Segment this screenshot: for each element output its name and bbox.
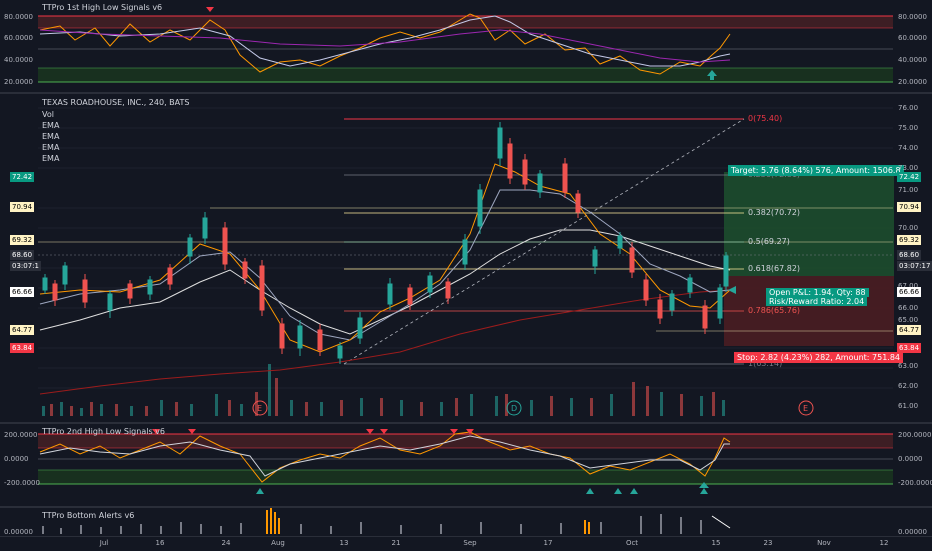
price-label: 66.00 <box>898 304 919 312</box>
left-price-tag: 72.42 <box>10 172 35 182</box>
second-indicator-pane[interactable]: TTPro 2nd High Low Signals v6 200.0000 0… <box>0 424 932 506</box>
price-label: 71.00 <box>898 186 919 194</box>
top-left-scale: 80.0000 60.0000 40.0000 20.0000 <box>0 0 36 92</box>
legend-ema[interactable]: EMA <box>42 132 60 141</box>
time-label: Nov <box>817 539 831 547</box>
top-right-scale[interactable]: 80.0000 60.0000 40.0000 20.0000 <box>896 0 932 92</box>
scale-label: 60.0000 <box>898 34 927 42</box>
second-left-scale: 200.0000 0.0000 -200.0000 <box>0 424 40 506</box>
legend-vol[interactable]: Vol <box>42 110 54 119</box>
stop-label[interactable]: Stop: 2.82 (4.23%) 282, Amount: 751.84 <box>734 352 904 363</box>
legend-ema[interactable]: EMA <box>42 121 60 130</box>
left-price-tag: 70.94 <box>10 202 35 212</box>
fib-level-label: 0.382(70.72) <box>748 208 801 217</box>
earnings-marker[interactable]: E <box>803 404 809 413</box>
scale-label: 0.00000 <box>4 528 33 536</box>
bottom-indicator-plot <box>42 508 731 534</box>
price-label: 67.00 <box>898 282 919 290</box>
price-scale[interactable]: 76.00 75.00 74.00 73.00 71.00 70.00 67.0… <box>896 94 932 422</box>
scale-label: 200.0000 <box>898 431 932 439</box>
time-label: Aug <box>271 539 285 547</box>
target-label[interactable]: Target: 5.76 (8.64%) 576, Amount: 1506.8 <box>728 165 904 176</box>
earnings-marker[interactable]: E <box>257 404 263 413</box>
time-label: Oct <box>625 539 639 547</box>
right-price-tag: 66.66 <box>897 287 922 297</box>
time-label: 12 <box>879 539 889 547</box>
time-label: 13 <box>339 539 349 547</box>
time-label: Sep <box>463 539 477 547</box>
legend-ema[interactable]: EMA <box>42 143 60 152</box>
scale-label: -200.0000 <box>4 479 40 487</box>
price-label: 62.00 <box>898 382 919 390</box>
fib-level-label: 0.618(67.82) <box>748 264 801 273</box>
right-price-tag: 70.94 <box>897 202 922 212</box>
top-indicator-title: TTPro 1st High Low Signals v6 <box>42 3 163 12</box>
scale-label: 80.0000 <box>4 13 33 21</box>
main-price-pane[interactable]: TEXAS ROADHOUSE, INC., 240, BATS Vol EMA… <box>0 94 932 422</box>
second-indicator-title: TTPro 2nd High Low Signals v6 <box>42 427 165 436</box>
left-price-tag: 64.77 <box>10 325 35 335</box>
legend-ema[interactable]: EMA <box>42 154 60 163</box>
price-label: 65.00 <box>898 316 919 324</box>
time-label: 16 <box>155 539 165 547</box>
scale-label: 40.0000 <box>4 56 33 64</box>
right-price-tag: 63.84 <box>897 343 922 353</box>
right-price-tag: 72.42 <box>897 172 922 182</box>
time-label: 21 <box>391 539 401 547</box>
scale-label: 20.0000 <box>898 78 927 86</box>
second-right-scale[interactable]: 200.0000 0.0000 -200.0000 <box>896 424 932 506</box>
scale-label: 0.0000 <box>898 455 923 463</box>
right-price-tag: 68.60 <box>897 250 922 260</box>
top-indicator-plot <box>38 7 893 83</box>
scale-label: 0.00000 <box>898 528 927 536</box>
second-indicator-plot <box>38 429 893 494</box>
price-label: 73.00 <box>898 164 919 172</box>
price-label: 76.00 <box>898 104 919 112</box>
pane-divider[interactable] <box>0 506 932 508</box>
price-label: 74.00 <box>898 144 919 152</box>
time-axis[interactable]: Jul 16 24 Aug 13 21 Sep 17 Oct 15 23 Nov… <box>0 536 932 551</box>
time-label: 17 <box>543 539 553 547</box>
price-chart-plot <box>38 107 894 416</box>
risk-reward-label[interactable]: Risk/Reward Ratio: 2.04 <box>766 297 868 306</box>
bottom-indicator-pane[interactable]: TTPro Bottom Alerts v6 0.00000 0.00000 <box>0 508 932 536</box>
scale-label: 80.0000 <box>898 13 927 21</box>
pane-divider[interactable] <box>0 422 932 424</box>
left-price-tag: 68.60 <box>10 250 35 260</box>
fib-level-label: 1(63.14) <box>748 359 783 368</box>
time-label: 24 <box>221 539 231 547</box>
fib-level-label: 0.5(69.27) <box>748 237 790 246</box>
scale-label: 60.0000 <box>4 34 33 42</box>
price-label: 63.00 <box>898 362 919 370</box>
left-countdown: 03:07:1 <box>10 261 41 271</box>
left-price-tag: 66.66 <box>10 287 35 297</box>
left-price-tag: 69.32 <box>10 235 35 245</box>
time-label: Jul <box>99 539 109 547</box>
bottom-indicator-title: TTPro Bottom Alerts v6 <box>42 511 135 520</box>
time-label: 15 <box>711 539 721 547</box>
time-label: 23 <box>763 539 773 547</box>
bottom-right-scale[interactable]: 0.00000 <box>896 508 932 536</box>
dividend-marker[interactable]: D <box>511 404 518 413</box>
right-price-tag: 69.32 <box>897 235 922 245</box>
bottom-left-scale: 0.00000 <box>0 508 36 536</box>
right-countdown: 03:07:17 <box>897 261 932 271</box>
price-label: 75.00 <box>898 124 919 132</box>
scale-label: 20.0000 <box>4 78 33 86</box>
top-indicator-pane[interactable]: TTPro 1st High Low Signals v6 80.0000 60… <box>0 0 932 92</box>
scale-label: 200.0000 <box>4 431 38 439</box>
price-label: 61.00 <box>898 402 919 410</box>
fib-level-label: 0(75.40) <box>748 114 783 123</box>
pane-divider[interactable] <box>0 92 932 94</box>
scale-label: 40.0000 <box>898 56 927 64</box>
left-price-tag: 63.84 <box>10 343 35 353</box>
scale-label: -200.0000 <box>898 479 932 487</box>
open-pl-label[interactable]: Open P&L: 1.94, Qty: 88 <box>766 288 869 297</box>
fib-level-label: 0.786(65.76) <box>748 306 801 315</box>
right-price-tag: 64.77 <box>897 325 922 335</box>
price-label: 70.00 <box>898 224 919 232</box>
main-chart-symbol[interactable]: TEXAS ROADHOUSE, INC., 240, BATS <box>42 98 190 107</box>
scale-label: 0.0000 <box>4 455 29 463</box>
